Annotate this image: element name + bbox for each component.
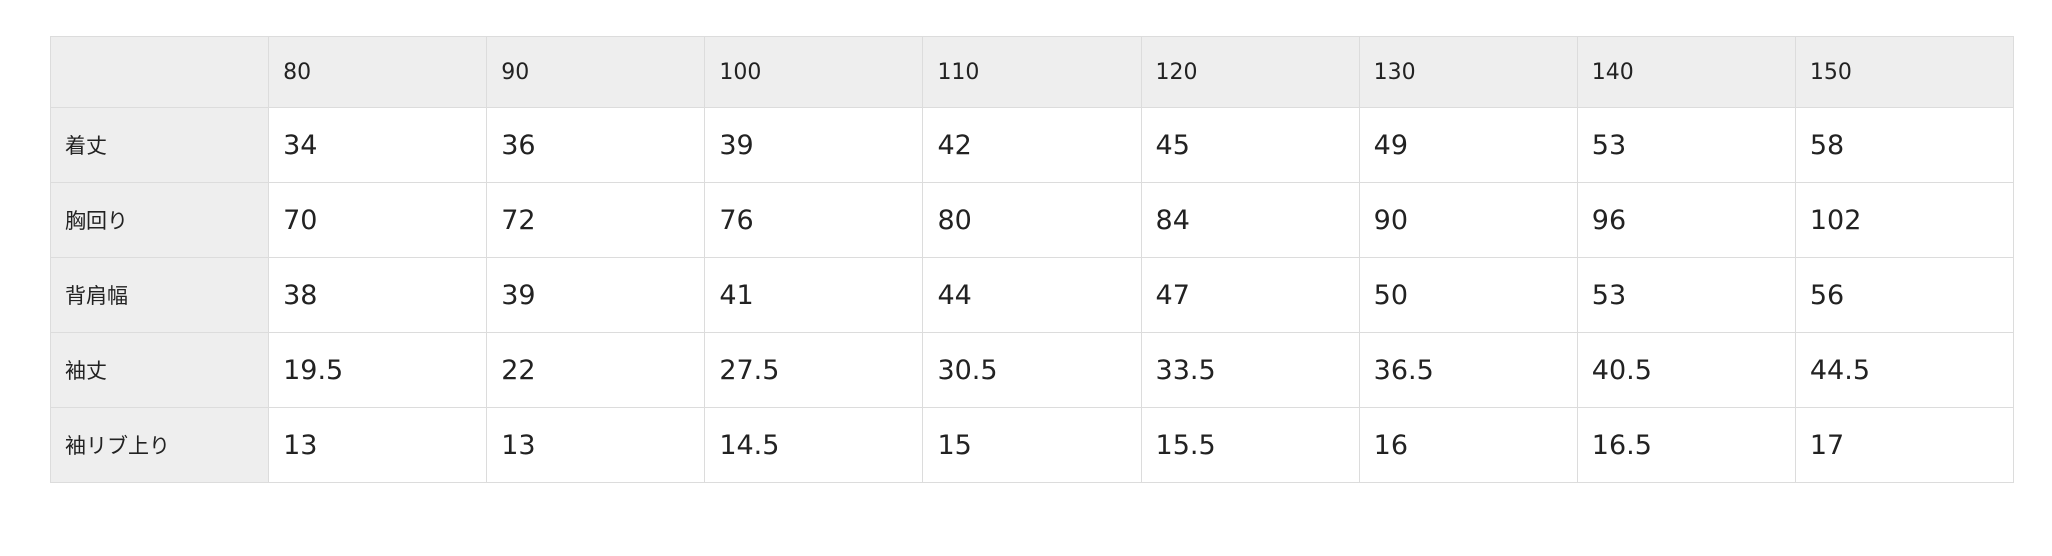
- table-cell: 90: [1358, 182, 1578, 258]
- table-cell: 41: [704, 257, 924, 333]
- corner-cell: [49, 36, 270, 108]
- table-cell: 16.5: [1576, 407, 1796, 483]
- table-cell: 30.5: [922, 332, 1142, 408]
- table-cell: 36: [486, 107, 706, 183]
- table-cell: 80: [922, 182, 1142, 258]
- column-header-size: 90: [486, 36, 706, 108]
- table-cell: 76: [704, 182, 924, 258]
- table-cell: 49: [1358, 107, 1578, 183]
- table-cell: 96: [1576, 182, 1796, 258]
- table-row: 胸回り 70 72 76 80 84 90 96 102: [49, 182, 2015, 258]
- row-label: 袖リブ上り: [49, 407, 270, 483]
- table-cell: 38: [268, 257, 488, 333]
- table-cell: 47: [1140, 257, 1360, 333]
- table-cell: 44.5: [1794, 332, 2015, 408]
- column-header-size: 80: [268, 36, 488, 108]
- table-cell: 16: [1358, 407, 1578, 483]
- table-cell: 22: [486, 332, 706, 408]
- table-cell: 34: [268, 107, 488, 183]
- table-cell: 70: [268, 182, 488, 258]
- table-row: 背肩幅 38 39 41 44 47 50 53 56: [49, 257, 2015, 333]
- table-cell: 27.5: [704, 332, 924, 408]
- table-row: 袖丈 19.5 22 27.5 30.5 33.5 36.5 40.5 44.5: [49, 332, 2015, 408]
- table-cell: 42: [922, 107, 1142, 183]
- table-cell: 33.5: [1140, 332, 1360, 408]
- table-cell: 40.5: [1576, 332, 1796, 408]
- table-cell: 17: [1794, 407, 2015, 483]
- table-cell: 19.5: [268, 332, 488, 408]
- header-row: 80 90 100 110 120 130 140 150: [49, 36, 2015, 108]
- table-row: 袖リブ上り 13 13 14.5 15 15.5 16 16.5 17: [49, 407, 2015, 483]
- column-header-size: 120: [1140, 36, 1360, 108]
- row-label: 着丈: [49, 107, 270, 183]
- column-header-size: 150: [1794, 36, 2015, 108]
- table-cell: 72: [486, 182, 706, 258]
- table-cell: 44: [922, 257, 1142, 333]
- table-cell: 102: [1794, 182, 2015, 258]
- table-cell: 45: [1140, 107, 1360, 183]
- table-cell: 14.5: [704, 407, 924, 483]
- table-cell: 39: [486, 257, 706, 333]
- table-cell: 56: [1794, 257, 2015, 333]
- table-cell: 58: [1794, 107, 2015, 183]
- column-header-size: 110: [922, 36, 1142, 108]
- row-label: 胸回り: [49, 182, 270, 258]
- table-cell: 36.5: [1358, 332, 1578, 408]
- column-header-size: 100: [704, 36, 924, 108]
- table-cell: 13: [268, 407, 488, 483]
- table-cell: 50: [1358, 257, 1578, 333]
- table-cell: 84: [1140, 182, 1360, 258]
- table-cell: 15.5: [1140, 407, 1360, 483]
- row-label: 背肩幅: [49, 257, 270, 333]
- table-cell: 39: [704, 107, 924, 183]
- table-cell: 53: [1576, 107, 1796, 183]
- column-header-size: 140: [1576, 36, 1796, 108]
- row-label: 袖丈: [49, 332, 270, 408]
- size-table: 80 90 100 110 120 130 140 150 着丈 34 36 39 42 45 49 53 5…: [49, 36, 2015, 483]
- table-cell: 13: [486, 407, 706, 483]
- table-cell: 53: [1576, 257, 1796, 333]
- table-row: 着丈 34 36 39 42 45 49 53 58: [49, 107, 2015, 183]
- table-cell: 15: [922, 407, 1142, 483]
- column-header-size: 130: [1358, 36, 1578, 108]
